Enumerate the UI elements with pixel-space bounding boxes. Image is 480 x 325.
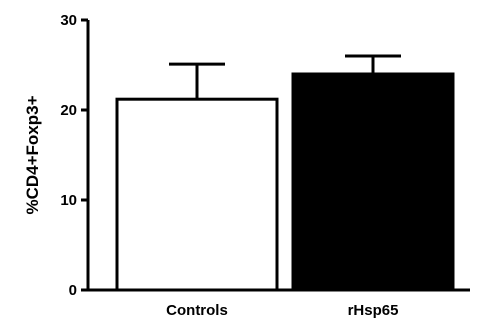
y-tick-label: 30 <box>60 12 77 29</box>
x-tick-label: rHsp65 <box>348 302 399 319</box>
bar-controls <box>115 97 279 292</box>
y-axis: 0 10 20 30 <box>60 12 90 299</box>
y-tick-label: 10 <box>60 192 77 209</box>
y-tick-label: 0 <box>69 282 77 299</box>
x-tick-label: Controls <box>166 302 228 319</box>
y-ticks: 0 10 20 30 <box>60 12 88 299</box>
y-tick-label: 20 <box>60 102 77 119</box>
category-labels: Controls rHsp65 <box>166 302 398 319</box>
bars <box>115 54 455 292</box>
bar-rhsp65 <box>291 72 455 292</box>
y-axis-title: %CD4+Foxp3+ <box>23 95 42 214</box>
